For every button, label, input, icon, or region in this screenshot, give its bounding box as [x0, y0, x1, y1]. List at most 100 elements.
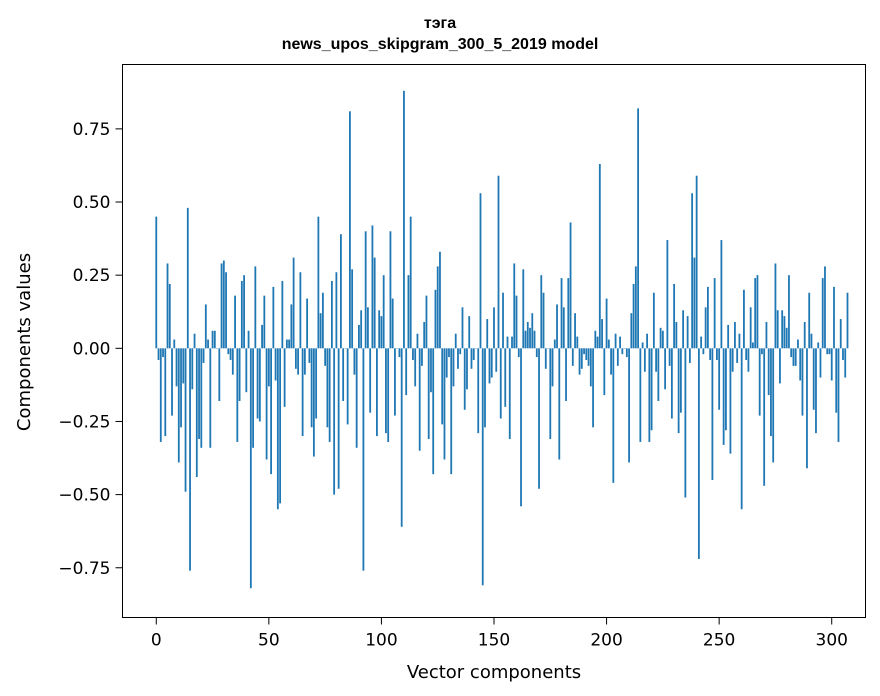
bar: [508, 348, 511, 440]
bar: [481, 348, 484, 586]
bar: [432, 348, 435, 475]
bar: [758, 348, 761, 416]
bar: [204, 304, 207, 349]
bar: [211, 330, 214, 349]
bar: [628, 348, 630, 463]
bar: [562, 307, 565, 349]
bar: [752, 342, 754, 349]
bar: [763, 348, 766, 486]
bar: [479, 193, 482, 349]
bar: [650, 348, 653, 431]
bar: [245, 348, 248, 393]
bar: [734, 321, 736, 349]
bar: [697, 348, 700, 559]
bar: [162, 348, 164, 358]
y-tick-label: 0.75: [73, 120, 111, 140]
bar: [776, 310, 779, 349]
bar: [675, 321, 678, 349]
bar: [810, 333, 813, 349]
bar: [517, 348, 520, 358]
bar: [218, 348, 221, 401]
bar: [788, 275, 790, 349]
bar: [308, 348, 311, 363]
bar: [652, 292, 655, 349]
bar: [713, 278, 716, 349]
bar: [353, 348, 356, 375]
bar: [220, 263, 223, 349]
bars-group: [155, 90, 849, 589]
bar: [486, 319, 489, 349]
bar: [592, 348, 594, 428]
bar: [749, 307, 752, 349]
bar: [542, 292, 545, 349]
bar: [189, 348, 191, 571]
bar: [454, 333, 457, 349]
x-axis-label: Vector components: [407, 662, 581, 683]
bar: [468, 316, 471, 349]
bar: [412, 348, 414, 361]
bar: [243, 275, 245, 349]
bar: [725, 348, 727, 431]
bar: [614, 333, 617, 349]
bar: [783, 316, 786, 349]
bar: [448, 348, 450, 358]
bar: [342, 348, 345, 401]
bar: [157, 348, 160, 361]
bar: [736, 348, 739, 363]
bar: [574, 313, 576, 349]
bar: [330, 281, 333, 349]
bar: [270, 348, 272, 475]
bar: [646, 333, 648, 349]
bar: [294, 348, 297, 369]
bar: [450, 348, 453, 475]
bar: [718, 348, 721, 410]
bar: [774, 263, 777, 349]
bar: [745, 348, 748, 361]
bar: [706, 286, 709, 349]
bar: [826, 348, 829, 355]
bar: [761, 348, 763, 355]
bar: [362, 348, 365, 571]
bar: [202, 348, 205, 363]
bar: [799, 348, 802, 381]
bar: [285, 339, 288, 349]
bar: [610, 348, 612, 375]
x-tick-label: 150: [478, 631, 510, 651]
bar: [515, 295, 518, 349]
bar: [556, 304, 558, 349]
bar: [312, 348, 315, 457]
x-axis: 0 50 100 150 200 250 300: [151, 617, 848, 651]
bar: [274, 348, 277, 381]
bar: [297, 348, 300, 375]
bar: [340, 234, 342, 349]
bar: [587, 348, 590, 366]
bar: [229, 348, 232, 361]
bar: [529, 327, 531, 349]
bar: [231, 348, 234, 375]
bar: [632, 283, 635, 349]
bar: [711, 348, 714, 480]
bar: [389, 231, 392, 349]
y-axis-label: Components values: [14, 253, 35, 431]
bar: [441, 348, 444, 425]
bar: [180, 348, 182, 428]
bar: [423, 321, 426, 349]
bar: [209, 348, 212, 448]
bar: [175, 348, 178, 387]
bar: [418, 348, 421, 451]
bar: [195, 348, 198, 478]
bar: [806, 348, 808, 469]
bar: [785, 327, 788, 349]
bar: [682, 310, 685, 349]
bar: [466, 348, 468, 390]
bar: [722, 348, 725, 445]
bar: [193, 333, 196, 349]
bar: [184, 348, 187, 492]
bar: [657, 348, 660, 401]
bar: [767, 348, 770, 396]
bar: [603, 348, 606, 396]
bar: [729, 348, 732, 454]
bar: [781, 310, 784, 349]
y-tick-label: 0.25: [73, 266, 111, 286]
bar: [222, 260, 225, 349]
